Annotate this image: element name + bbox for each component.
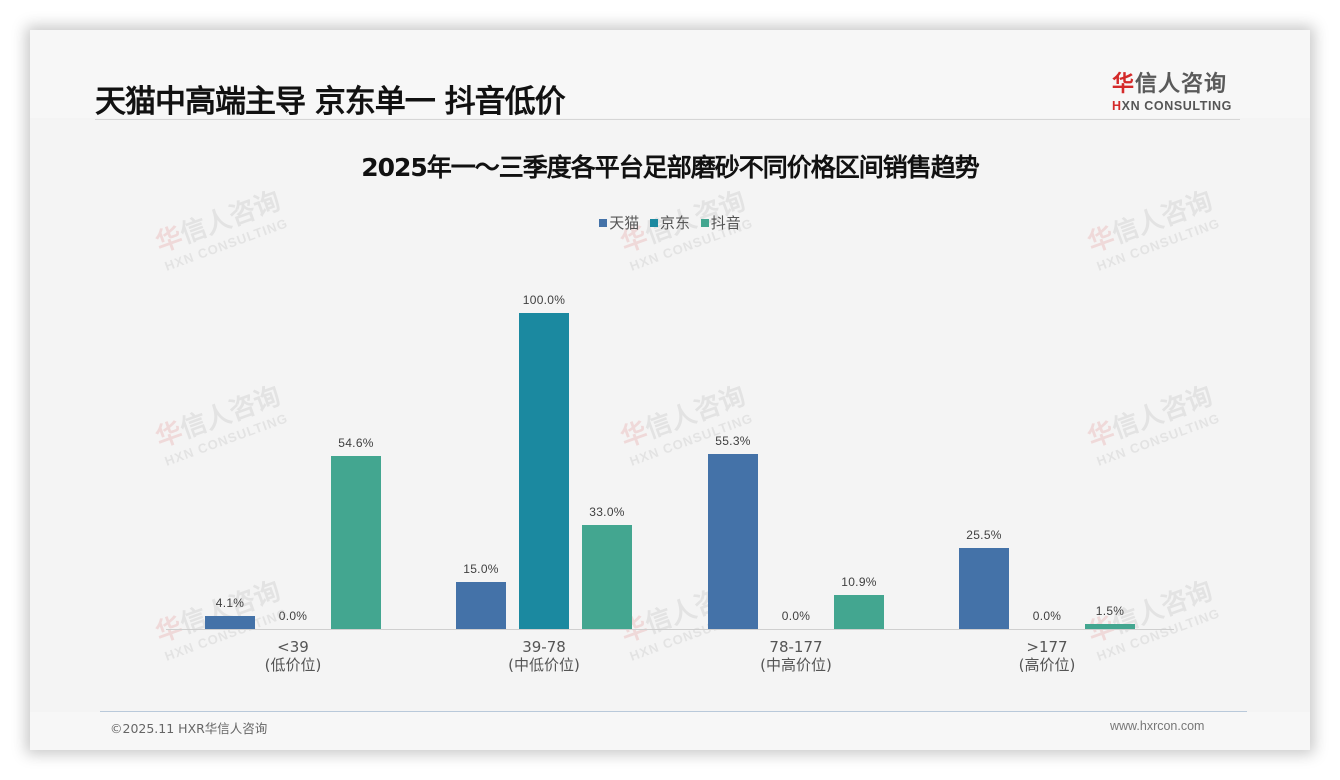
x-axis-category-label: <39 (低价位)	[264, 638, 322, 674]
bar-douyin	[834, 595, 884, 629]
brand-logo: 华信人咨询 HXN CONSULTING	[1112, 66, 1242, 113]
copyright-text: ©2025.11 HXR华信人咨询	[110, 721, 268, 736]
data-label: 54.6%	[338, 436, 374, 450]
data-label: 55.3%	[715, 434, 751, 448]
bar-tmall	[456, 582, 506, 629]
chart-title: 2025年一～三季度各平台足部磨砂不同价格区间销售趋势	[361, 153, 980, 182]
logo-english: HXN CONSULTING	[1112, 99, 1242, 113]
data-label: 0.0%	[278, 609, 308, 623]
bar-tmall	[205, 616, 255, 629]
x-axis-line	[166, 629, 1174, 630]
legend-item-douyin: 抖音	[700, 212, 741, 233]
legend-label: 京东	[659, 214, 690, 232]
data-label: 4.1%	[215, 596, 245, 610]
x-axis-category-label: >177 (高价位)	[1018, 638, 1076, 674]
legend-item-jd: 京东	[649, 212, 690, 233]
slide: 华信人咨询 HXN CONSULTING 华信人咨询 HXN CONSULTING 华信…	[30, 30, 1310, 750]
x-axis-category-label: 78-177 (中高价位)	[760, 638, 832, 674]
legend-swatch-icon	[649, 219, 658, 227]
legend-label: 抖音	[710, 214, 741, 232]
legend-item-tmall: 天猫	[599, 212, 639, 233]
data-label: 0.0%	[1032, 609, 1062, 623]
data-label: 10.9%	[841, 575, 877, 589]
bar-douyin	[582, 525, 632, 629]
legend-label: 天猫	[609, 214, 640, 232]
chart-legend: 天猫 京东 抖音	[30, 212, 1310, 233]
data-label: 1.5%	[1095, 604, 1125, 618]
bar-tmall	[959, 548, 1009, 629]
data-label: 0.0%	[781, 609, 811, 623]
header-band	[30, 30, 1310, 118]
logo-en-mark: H	[1112, 99, 1122, 113]
data-label: 33.0%	[589, 505, 625, 519]
page-title: 天猫中高端主导 京东单一 抖音低价	[95, 84, 566, 120]
bar-chart-plot: 4.1% 15.0% 55.3% 25.5% 0.0% 100.0% 0.0% 0.0% 54.…	[30, 30, 1310, 750]
logo-en-text: XN CONSULTING	[1121, 99, 1232, 113]
bar-douyin	[331, 456, 381, 629]
logo-mark: 华	[1112, 72, 1136, 97]
bar-jd	[519, 313, 569, 629]
website-link[interactable]: www.hxrcon.com	[1110, 719, 1205, 733]
x-axis-category-label: 39-78 (中低价位)	[508, 638, 580, 674]
data-label: 25.5%	[966, 528, 1002, 542]
bar-tmall	[708, 454, 758, 629]
legend-swatch-icon	[599, 219, 608, 227]
title-divider	[95, 119, 1240, 120]
data-label: 100.0%	[522, 293, 566, 307]
data-label: 15.0%	[463, 562, 499, 576]
footer-divider	[100, 711, 1247, 712]
footer-band	[30, 712, 1310, 750]
bar-douyin	[1085, 624, 1135, 629]
legend-swatch-icon	[700, 219, 709, 227]
logo-chinese: 华信人咨询	[1112, 66, 1242, 98]
logo-text: 信人咨询	[1135, 72, 1228, 97]
